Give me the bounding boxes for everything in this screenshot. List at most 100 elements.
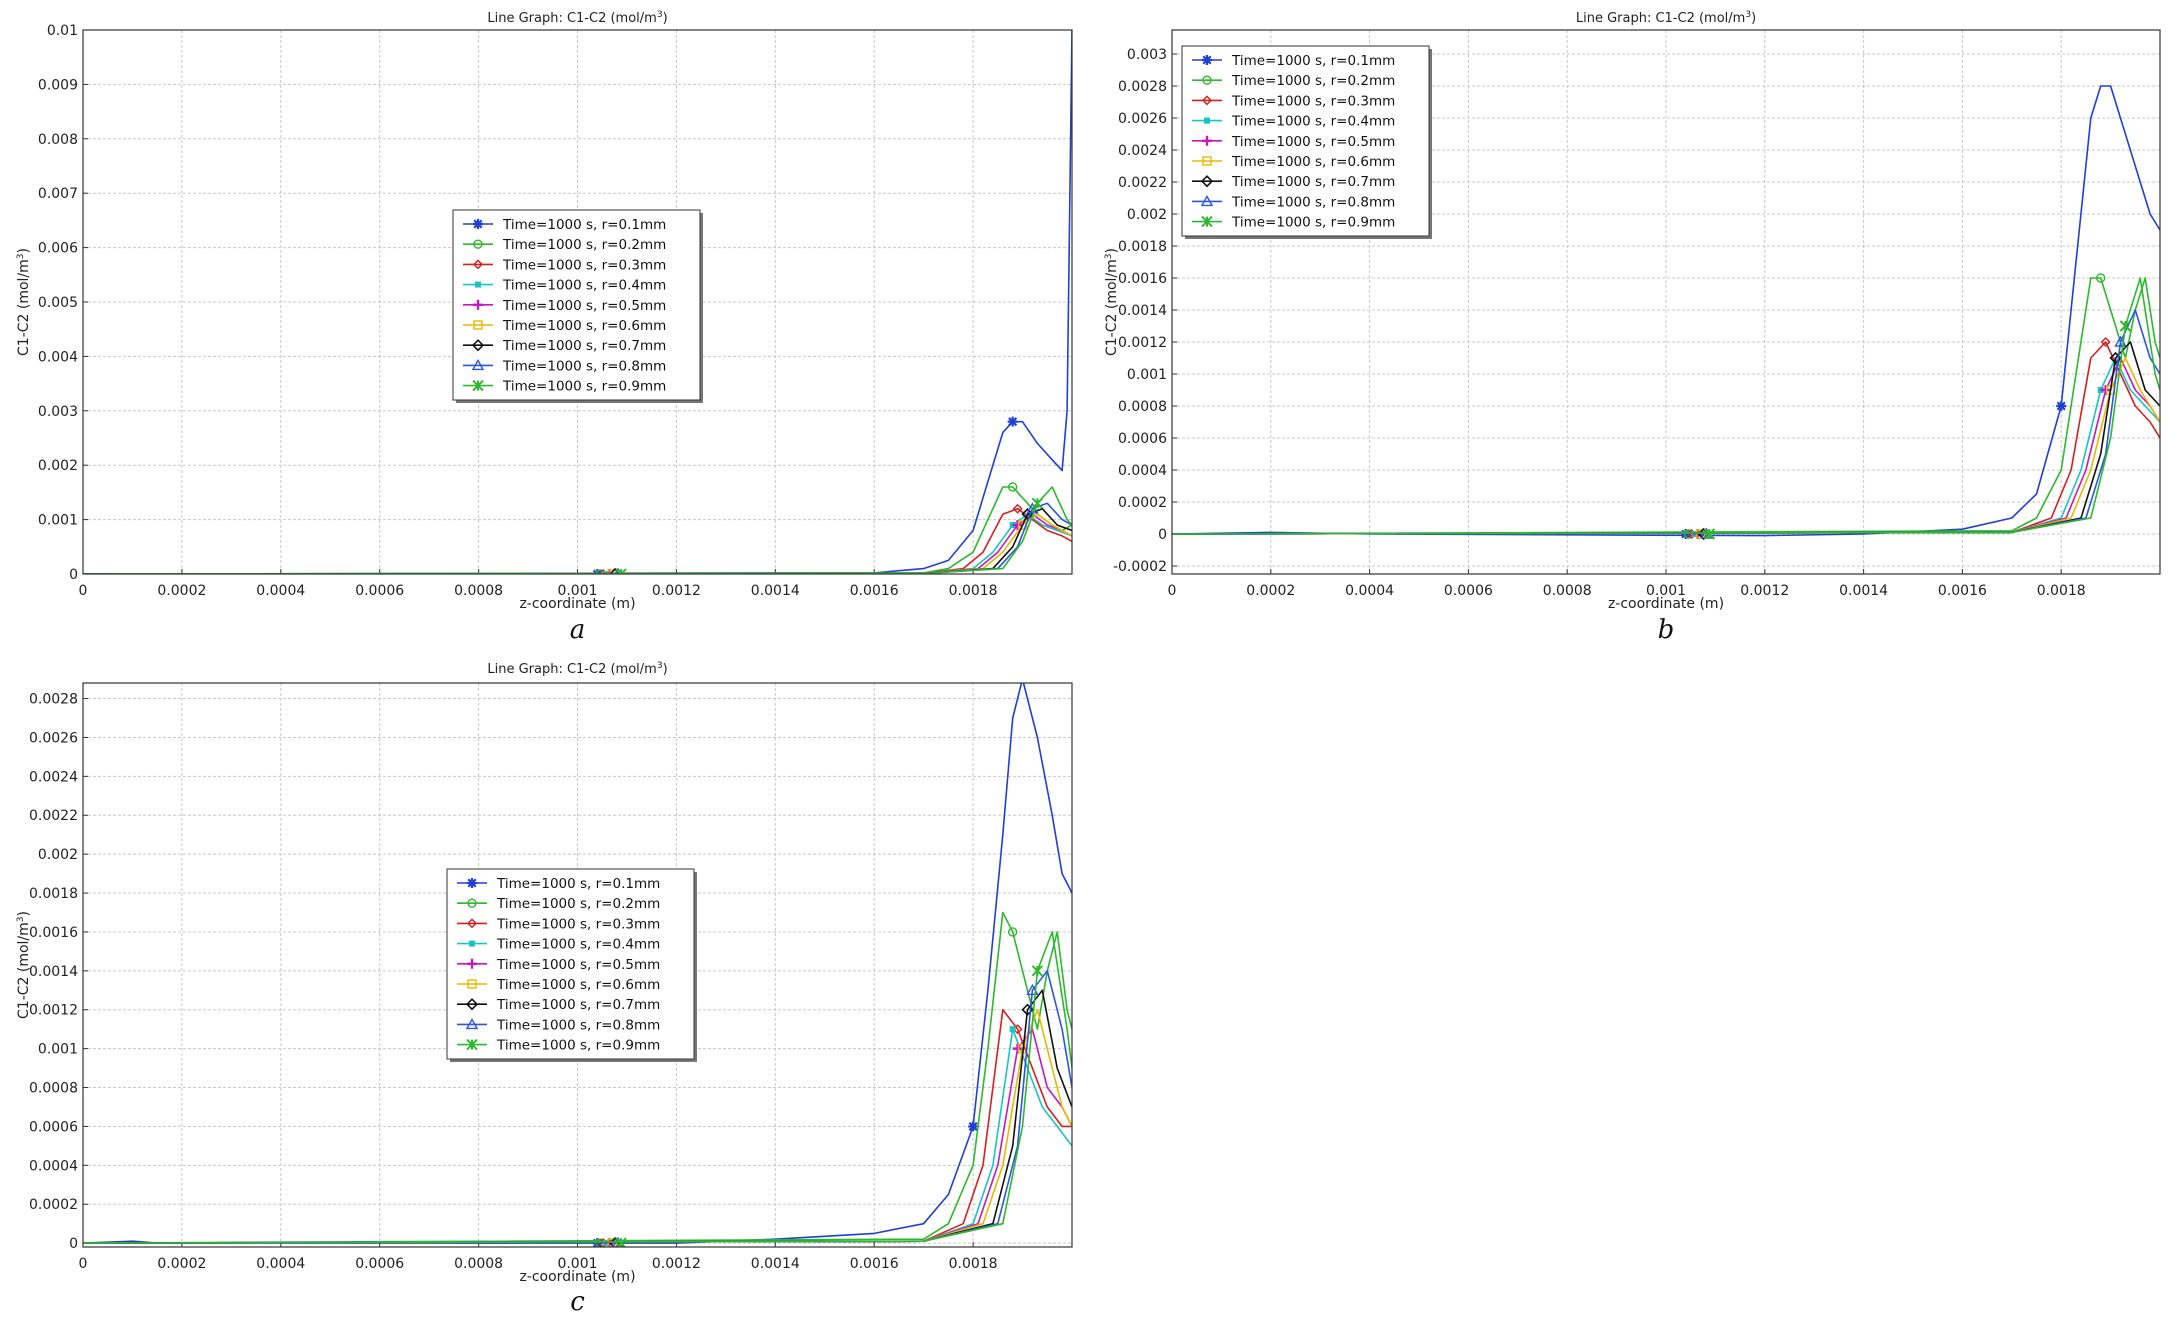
- series-line-2: [83, 911, 1072, 1244]
- x-tick-label: 0.0006: [355, 583, 404, 599]
- legend-marker: [465, 1017, 479, 1030]
- series-marker-1: [2056, 401, 2067, 411]
- legend-entry: Time=1000 s, r=0.9mm: [502, 379, 666, 395]
- series-baseline-marker-1: [1680, 529, 1691, 539]
- chart-title: Line Graph: C1-C2 (mol/m3): [487, 661, 667, 677]
- y-tick-label: -0.0002: [1113, 559, 1167, 575]
- x-tick-label: 0.001: [1646, 583, 1686, 599]
- x-tick-label: 0.0016: [850, 583, 899, 599]
- legend-marker: [467, 958, 477, 969]
- panel-caption: a: [570, 615, 586, 645]
- legend-entry: Time=1000 s, r=0.8mm: [496, 1017, 660, 1033]
- x-axis-label: z-coordinate (m): [1608, 596, 1724, 612]
- y-tick-label: 0.0026: [29, 730, 78, 746]
- x-tick-label: 0.0016: [850, 1256, 899, 1272]
- x-tick-label: 0.0006: [1444, 583, 1493, 599]
- legend-marker: [1202, 75, 1212, 85]
- legend-marker: [467, 918, 477, 929]
- x-tick-label: 0.0004: [256, 583, 305, 599]
- series-line-2: [1172, 277, 2160, 535]
- y-tick-label: 0.0014: [29, 964, 78, 980]
- series-marker-2: [1007, 927, 1018, 937]
- legend-entry: Time=1000 s, r=0.6mm: [502, 318, 666, 334]
- legend: Time=1000 s, r=0.1mm Time=1000 s, r=0.2mm…: [446, 868, 697, 1062]
- legend-marker: [1201, 215, 1213, 228]
- legend-entry: Time=1000 s, r=0.2mm: [496, 896, 660, 912]
- y-tick-label: 0.0022: [29, 808, 78, 824]
- series-baseline-marker-1: [592, 1238, 603, 1247]
- chart-panel-a: 0 0.0002 0.0004 0.0006 0.0008 0.001 0.0012 0.00…: [16, 10, 1073, 645]
- legend-marker: [1202, 135, 1212, 146]
- legend-entry: Time=1000 s, r=0.8mm: [1231, 194, 1395, 210]
- y-tick-label: 0.001: [38, 513, 78, 529]
- legend-marker: [471, 339, 485, 352]
- chart-panel-c: 0 0.0002 0.0004 0.0006 0.0008 0.001 0.0012 0.00…: [16, 661, 1073, 1317]
- panel-caption: c: [570, 1287, 585, 1317]
- series-baseline-marker-2: [595, 569, 605, 574]
- legend-entry: Time=1000 s, r=0.3mm: [496, 916, 660, 932]
- y-tick-label: 0.0002: [1118, 495, 1167, 511]
- plot-area: [1172, 85, 2160, 541]
- legend-entry: Time=1000 s, r=0.9mm: [1231, 215, 1395, 231]
- chart-panel-b: 0 0.0002 0.0004 0.0006 0.0008 0.001 0.0012 0.00…: [1104, 10, 2161, 645]
- y-tick-label: 0.001: [38, 1042, 78, 1058]
- x-axis-label: z-coordinate (m): [519, 596, 635, 612]
- x-tick-label: 0.0018: [949, 583, 998, 599]
- legend-entry: Time=1000 s, r=0.7mm: [496, 997, 660, 1013]
- x-tick-label: 0.0004: [1345, 583, 1394, 599]
- y-tick-label: 0.002: [38, 847, 78, 863]
- series-marker-2: [1007, 482, 1018, 492]
- legend-entry: Time=1000 s, r=0.2mm: [502, 237, 666, 253]
- y-tick-label: 0.0008: [29, 1081, 78, 1097]
- legend-entry: Time=1000 s, r=0.4mm: [502, 278, 666, 294]
- y-tick-label: 0: [1158, 527, 1167, 543]
- y-tick-label: 0.0018: [1118, 239, 1167, 255]
- x-tick-label: 0.0012: [1740, 583, 1789, 599]
- x-tick-label: 0.0018: [949, 1256, 998, 1272]
- y-tick-label: 0.0018: [29, 886, 78, 902]
- legend-marker: [1202, 55, 1212, 65]
- y-tick-label: 0.001: [1127, 367, 1167, 383]
- legend-marker: [466, 1038, 478, 1051]
- series-marker-9: [1031, 965, 1044, 977]
- x-tick-label: 0: [1168, 583, 1177, 599]
- legend-marker: [475, 281, 481, 288]
- plot-area: [83, 30, 1072, 574]
- legend-marker: [467, 979, 477, 989]
- y-tick-label: 0.003: [38, 404, 78, 420]
- legend-entry: Time=1000 s, r=0.4mm: [496, 937, 660, 953]
- legend-marker: [469, 940, 475, 947]
- legend-marker: [1202, 95, 1212, 106]
- y-tick-label: 0.007: [38, 186, 78, 202]
- legend-entry: Time=1000 s, r=0.9mm: [496, 1038, 660, 1054]
- legend-entry: Time=1000 s, r=0.5mm: [502, 298, 666, 314]
- series-line-1: [83, 30, 1072, 574]
- series-line-8: [83, 502, 1072, 574]
- y-tick-label: 0.0024: [1118, 143, 1167, 159]
- x-tick-label: 0.0014: [1839, 583, 1888, 599]
- series-marker-5: [2100, 385, 2111, 395]
- legend-entry: Time=1000 s, r=0.8mm: [502, 358, 666, 374]
- x-tick-label: 0: [79, 1256, 88, 1272]
- y-tick-label: 0.005: [38, 295, 78, 311]
- series-baseline-marker-9: [615, 568, 627, 574]
- legend-marker: [473, 299, 483, 310]
- series-baseline-marker-9: [1703, 528, 1716, 540]
- y-tick-label: 0.002: [38, 458, 78, 474]
- legend-box: [452, 209, 701, 401]
- series-marker-5: [1012, 1043, 1023, 1054]
- legend-box: [1181, 45, 1430, 237]
- x-tick-label: 0.001: [557, 583, 597, 599]
- x-tick-label: 0.0002: [157, 1256, 206, 1272]
- x-tick-label: 0.0018: [2037, 583, 2086, 599]
- series-marker-1: [1007, 416, 1018, 427]
- legend-entry: Time=1000 s, r=0.7mm: [1231, 174, 1395, 190]
- chart-title: Line Graph: C1-C2 (mol/m3): [1576, 10, 1756, 26]
- legend-marker: [1200, 175, 1214, 188]
- y-tick-label: 0: [69, 1236, 78, 1252]
- plot-area: [83, 683, 1072, 1247]
- x-tick-label: 0.001: [557, 1256, 597, 1272]
- y-tick-label: 0.0006: [1118, 431, 1167, 447]
- legend-entry: Time=1000 s, r=0.6mm: [496, 977, 660, 993]
